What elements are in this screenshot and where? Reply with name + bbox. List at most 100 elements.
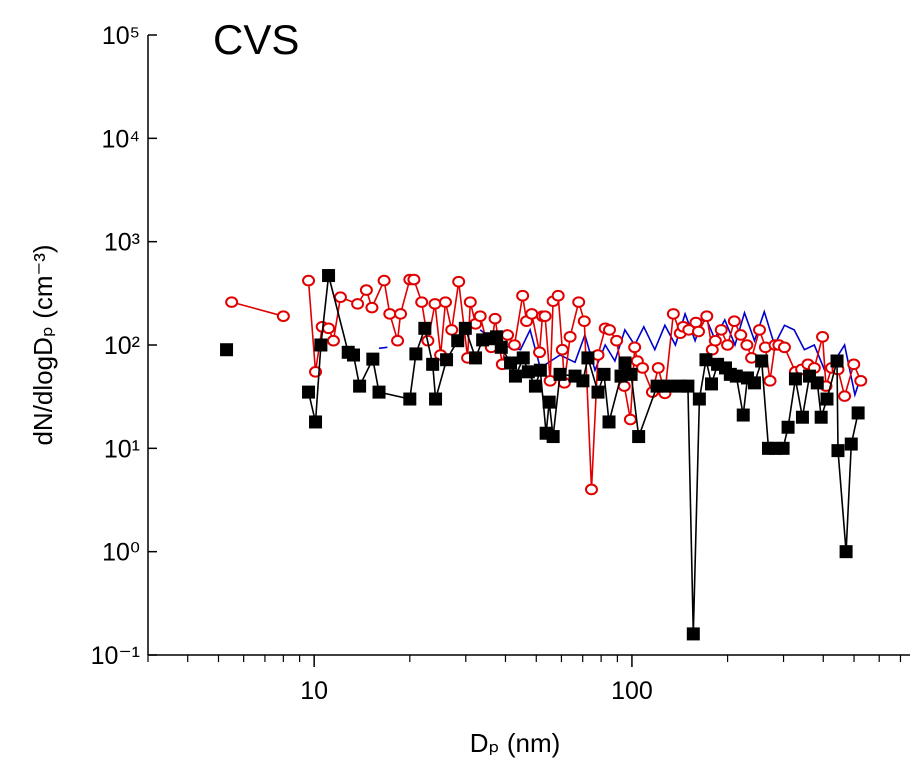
circle-marker	[584, 483, 598, 496]
square-marker	[795, 410, 809, 424]
square-marker	[403, 392, 417, 406]
square-marker	[776, 441, 790, 455]
circle-marker	[533, 346, 547, 359]
square-marker	[309, 415, 323, 429]
circle-marker	[445, 324, 459, 336]
circle-marker	[276, 310, 290, 322]
circle-marker	[326, 334, 340, 347]
square-marker	[632, 430, 646, 444]
y-tick-label: 10⁴	[101, 125, 140, 153]
circle-marker	[538, 310, 552, 322]
square-marker	[788, 372, 802, 386]
square-marker	[844, 437, 858, 451]
square-marker	[614, 369, 628, 383]
circle-marker	[714, 324, 728, 336]
circle-marker	[507, 339, 521, 351]
y-tick-label: 10⁵	[102, 22, 140, 50]
square-marker	[220, 343, 234, 357]
circle-marker	[438, 296, 452, 308]
circle-marker	[854, 375, 868, 387]
square-marker	[546, 430, 560, 444]
square-marker	[366, 352, 380, 366]
square-marker	[504, 356, 518, 370]
square-marker	[831, 444, 845, 458]
square-marker	[624, 367, 638, 381]
x-axis-label: Dₚ (nm)	[470, 728, 561, 758]
circle-marker	[407, 273, 421, 286]
square-marker	[781, 420, 795, 434]
circle-marker	[603, 324, 617, 336]
circle-marker	[666, 308, 680, 320]
circle-marker	[351, 298, 365, 310]
square-marker	[314, 338, 328, 352]
circle-marker	[551, 289, 565, 302]
circle-marker	[322, 322, 336, 335]
square-marker	[597, 367, 611, 381]
square-marker	[429, 392, 443, 406]
square-marker	[681, 379, 695, 393]
y-tick-label: 10²	[104, 332, 140, 360]
square-marker	[729, 369, 743, 383]
square-marker	[372, 385, 386, 399]
square-marker	[533, 363, 547, 377]
circle-marker	[838, 390, 852, 402]
circle-marker	[692, 325, 706, 338]
square-marker	[353, 379, 367, 393]
square-marker	[747, 376, 761, 390]
square-marker	[490, 330, 504, 344]
x-tick-label: 10	[300, 677, 328, 705]
square-marker	[618, 356, 632, 370]
circle-marker	[763, 375, 777, 387]
circle-marker	[365, 301, 379, 314]
circle-marker	[777, 341, 791, 354]
square-marker	[418, 321, 432, 335]
circle-marker	[488, 312, 502, 325]
square-marker	[542, 395, 556, 409]
y-tick-label: 10⁰	[102, 539, 140, 567]
circle-marker	[816, 331, 830, 343]
circle-marker	[721, 339, 735, 351]
square-marker	[426, 357, 440, 371]
circle-marker	[302, 274, 316, 287]
square-marker	[686, 627, 700, 641]
circle-marker	[572, 296, 586, 308]
circle-marker	[225, 296, 239, 308]
circle-marker	[577, 315, 591, 327]
circle-marker	[734, 329, 748, 341]
circle-marker	[700, 310, 714, 322]
square-marker	[705, 377, 719, 391]
circle-marker	[708, 334, 722, 347]
circle-marker	[377, 274, 391, 287]
circle-marker	[452, 275, 466, 288]
circle-marker	[501, 329, 515, 341]
square-marker	[347, 348, 361, 362]
square-marker	[528, 379, 542, 393]
circle-marker	[473, 310, 487, 322]
circle-marker	[651, 362, 665, 374]
circle-marker	[525, 308, 539, 320]
chart-title: CVS	[213, 16, 299, 63]
square-marker	[553, 367, 567, 381]
square-marker	[851, 406, 865, 420]
square-marker	[692, 392, 706, 406]
x-tick-label: 100	[611, 677, 653, 705]
square-marker	[458, 321, 472, 335]
circle-marker	[610, 334, 624, 347]
square-marker	[508, 369, 522, 383]
square-marker	[591, 385, 605, 399]
square-marker	[581, 351, 595, 365]
y-tick-label: 10⁻¹	[91, 642, 140, 670]
square-marker	[736, 408, 750, 422]
square-marker	[661, 379, 675, 393]
circle-marker	[555, 343, 569, 356]
square-marker	[755, 354, 769, 368]
circle-marker	[415, 296, 429, 308]
square-marker	[494, 340, 508, 354]
square-marker	[516, 351, 530, 365]
square-marker	[302, 385, 316, 399]
square-marker	[409, 347, 423, 361]
circle-marker	[623, 413, 637, 426]
circle-marker	[383, 308, 397, 320]
